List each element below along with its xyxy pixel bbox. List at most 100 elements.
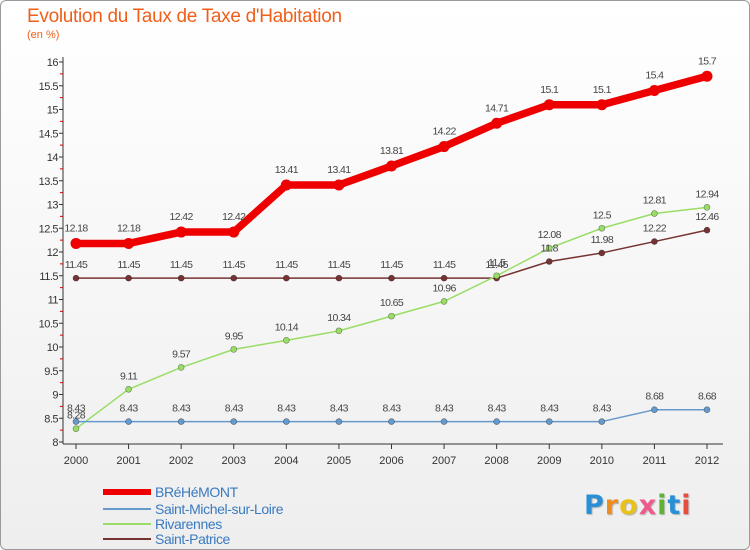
data-label: 8.68: [698, 391, 717, 403]
logo-letter: i: [681, 490, 692, 521]
data-point: [438, 141, 450, 153]
data-label: 8.43: [540, 403, 559, 415]
data-label: 15.7: [698, 55, 717, 67]
data-label: 12.42: [170, 211, 194, 223]
data-label: 11.45: [223, 259, 246, 271]
data-point: [596, 99, 608, 111]
data-label: 9.11: [120, 370, 138, 382]
x-tick-label: 2011: [643, 455, 667, 467]
data-label: 10.96: [432, 282, 456, 294]
data-label: 11.8: [541, 243, 559, 255]
data-label: 11.45: [433, 259, 456, 271]
data-label: 9.57: [172, 348, 191, 360]
data-point: [440, 274, 448, 282]
logo-letter: x: [638, 490, 658, 521]
data-label: 8.68: [645, 391, 664, 403]
data-point: [283, 418, 290, 425]
data-point: [280, 179, 292, 191]
data-point: [72, 274, 80, 282]
data-point: [598, 418, 606, 425]
data-point: [545, 258, 553, 265]
y-tick-label: 11: [48, 295, 59, 307]
data-label: 8.43: [488, 403, 507, 415]
data-label: 8.43: [120, 403, 139, 415]
x-tick-label: 2012: [695, 455, 719, 467]
data-label: 12.46: [695, 211, 719, 223]
data-label: 10.14: [275, 321, 299, 333]
data-point: [545, 244, 553, 252]
data-point: [388, 312, 395, 320]
data-label: 11.45: [485, 259, 508, 271]
data-point: [701, 70, 713, 82]
data-point: [543, 99, 555, 111]
data-label: 12.42: [222, 211, 246, 223]
y-tick-label: 12.5: [39, 223, 59, 235]
legend-label: BRéHéMONT: [155, 484, 239, 500]
data-point: [283, 274, 290, 282]
data-point: [386, 160, 397, 172]
data-label: 8.43: [225, 403, 244, 415]
data-point: [440, 298, 448, 305]
y-tick-label: 10: [47, 342, 59, 354]
y-tick-label: 9.5: [44, 366, 58, 378]
y-tick-label: 12: [47, 247, 59, 259]
y-tick-label: 14: [47, 152, 59, 164]
data-label: 14.71: [485, 102, 509, 114]
data-point: [493, 418, 500, 425]
proxiti-logo: Proxiti: [584, 490, 692, 521]
x-tick-label: 2004: [274, 455, 298, 467]
data-point: [598, 224, 606, 232]
data-label: 9.95: [225, 330, 244, 342]
data-label: 11.45: [65, 259, 88, 271]
legend-label: Saint-Patrice: [155, 531, 231, 547]
data-point: [491, 117, 503, 129]
data-point: [335, 274, 343, 282]
data-point: [335, 418, 343, 425]
data-label: 8.43: [382, 403, 401, 415]
y-tick-label: 13: [47, 200, 59, 212]
data-label: 12.5: [593, 209, 612, 221]
data-point: [283, 337, 290, 344]
data-point: [598, 249, 606, 257]
x-tick-label: 2003: [222, 455, 246, 467]
data-label: 12.18: [117, 222, 141, 234]
data-point: [651, 238, 658, 245]
data-label: 15.1: [593, 84, 612, 96]
data-point: [703, 406, 711, 414]
data-label: 11.98: [591, 234, 614, 246]
data-label: 12.22: [643, 223, 667, 235]
data-point: [703, 226, 711, 234]
data-point: [651, 210, 658, 217]
data-label: 13.41: [327, 164, 351, 176]
data-point: [125, 418, 132, 425]
y-tick-label: 9: [52, 390, 58, 402]
data-label: 10.65: [380, 297, 404, 309]
y-tick-label: 8: [52, 437, 58, 449]
y-tick-label: 15: [47, 105, 59, 117]
data-label: 15.4: [645, 70, 664, 82]
data-label: 8.43: [277, 403, 296, 415]
data-point: [177, 274, 185, 282]
logo-letter: r: [604, 490, 620, 521]
y-tick-label: 10.5: [39, 318, 59, 330]
y-tick-label: 16: [47, 57, 59, 69]
x-tick-label: 2002: [169, 455, 193, 467]
data-label: 8.43: [172, 403, 191, 415]
data-point: [230, 418, 238, 425]
y-tick-label: 15.5: [39, 81, 59, 93]
data-point: [388, 274, 395, 282]
data-point: [123, 237, 135, 249]
data-label: 11.45: [117, 259, 140, 271]
x-tick-label: 2009: [537, 455, 561, 467]
x-tick-label: 2001: [116, 455, 140, 467]
data-point: [651, 406, 658, 414]
data-label: 12.18: [64, 222, 88, 234]
logo-letter: i: [657, 490, 668, 521]
data-label: 12.81: [643, 195, 667, 207]
y-tick-label: 14.5: [39, 128, 59, 140]
x-tick-label: 2005: [327, 455, 351, 467]
data-point: [493, 272, 500, 280]
chart-title: Evolution du Taux de Taxe d'Habitation: [27, 6, 342, 27]
